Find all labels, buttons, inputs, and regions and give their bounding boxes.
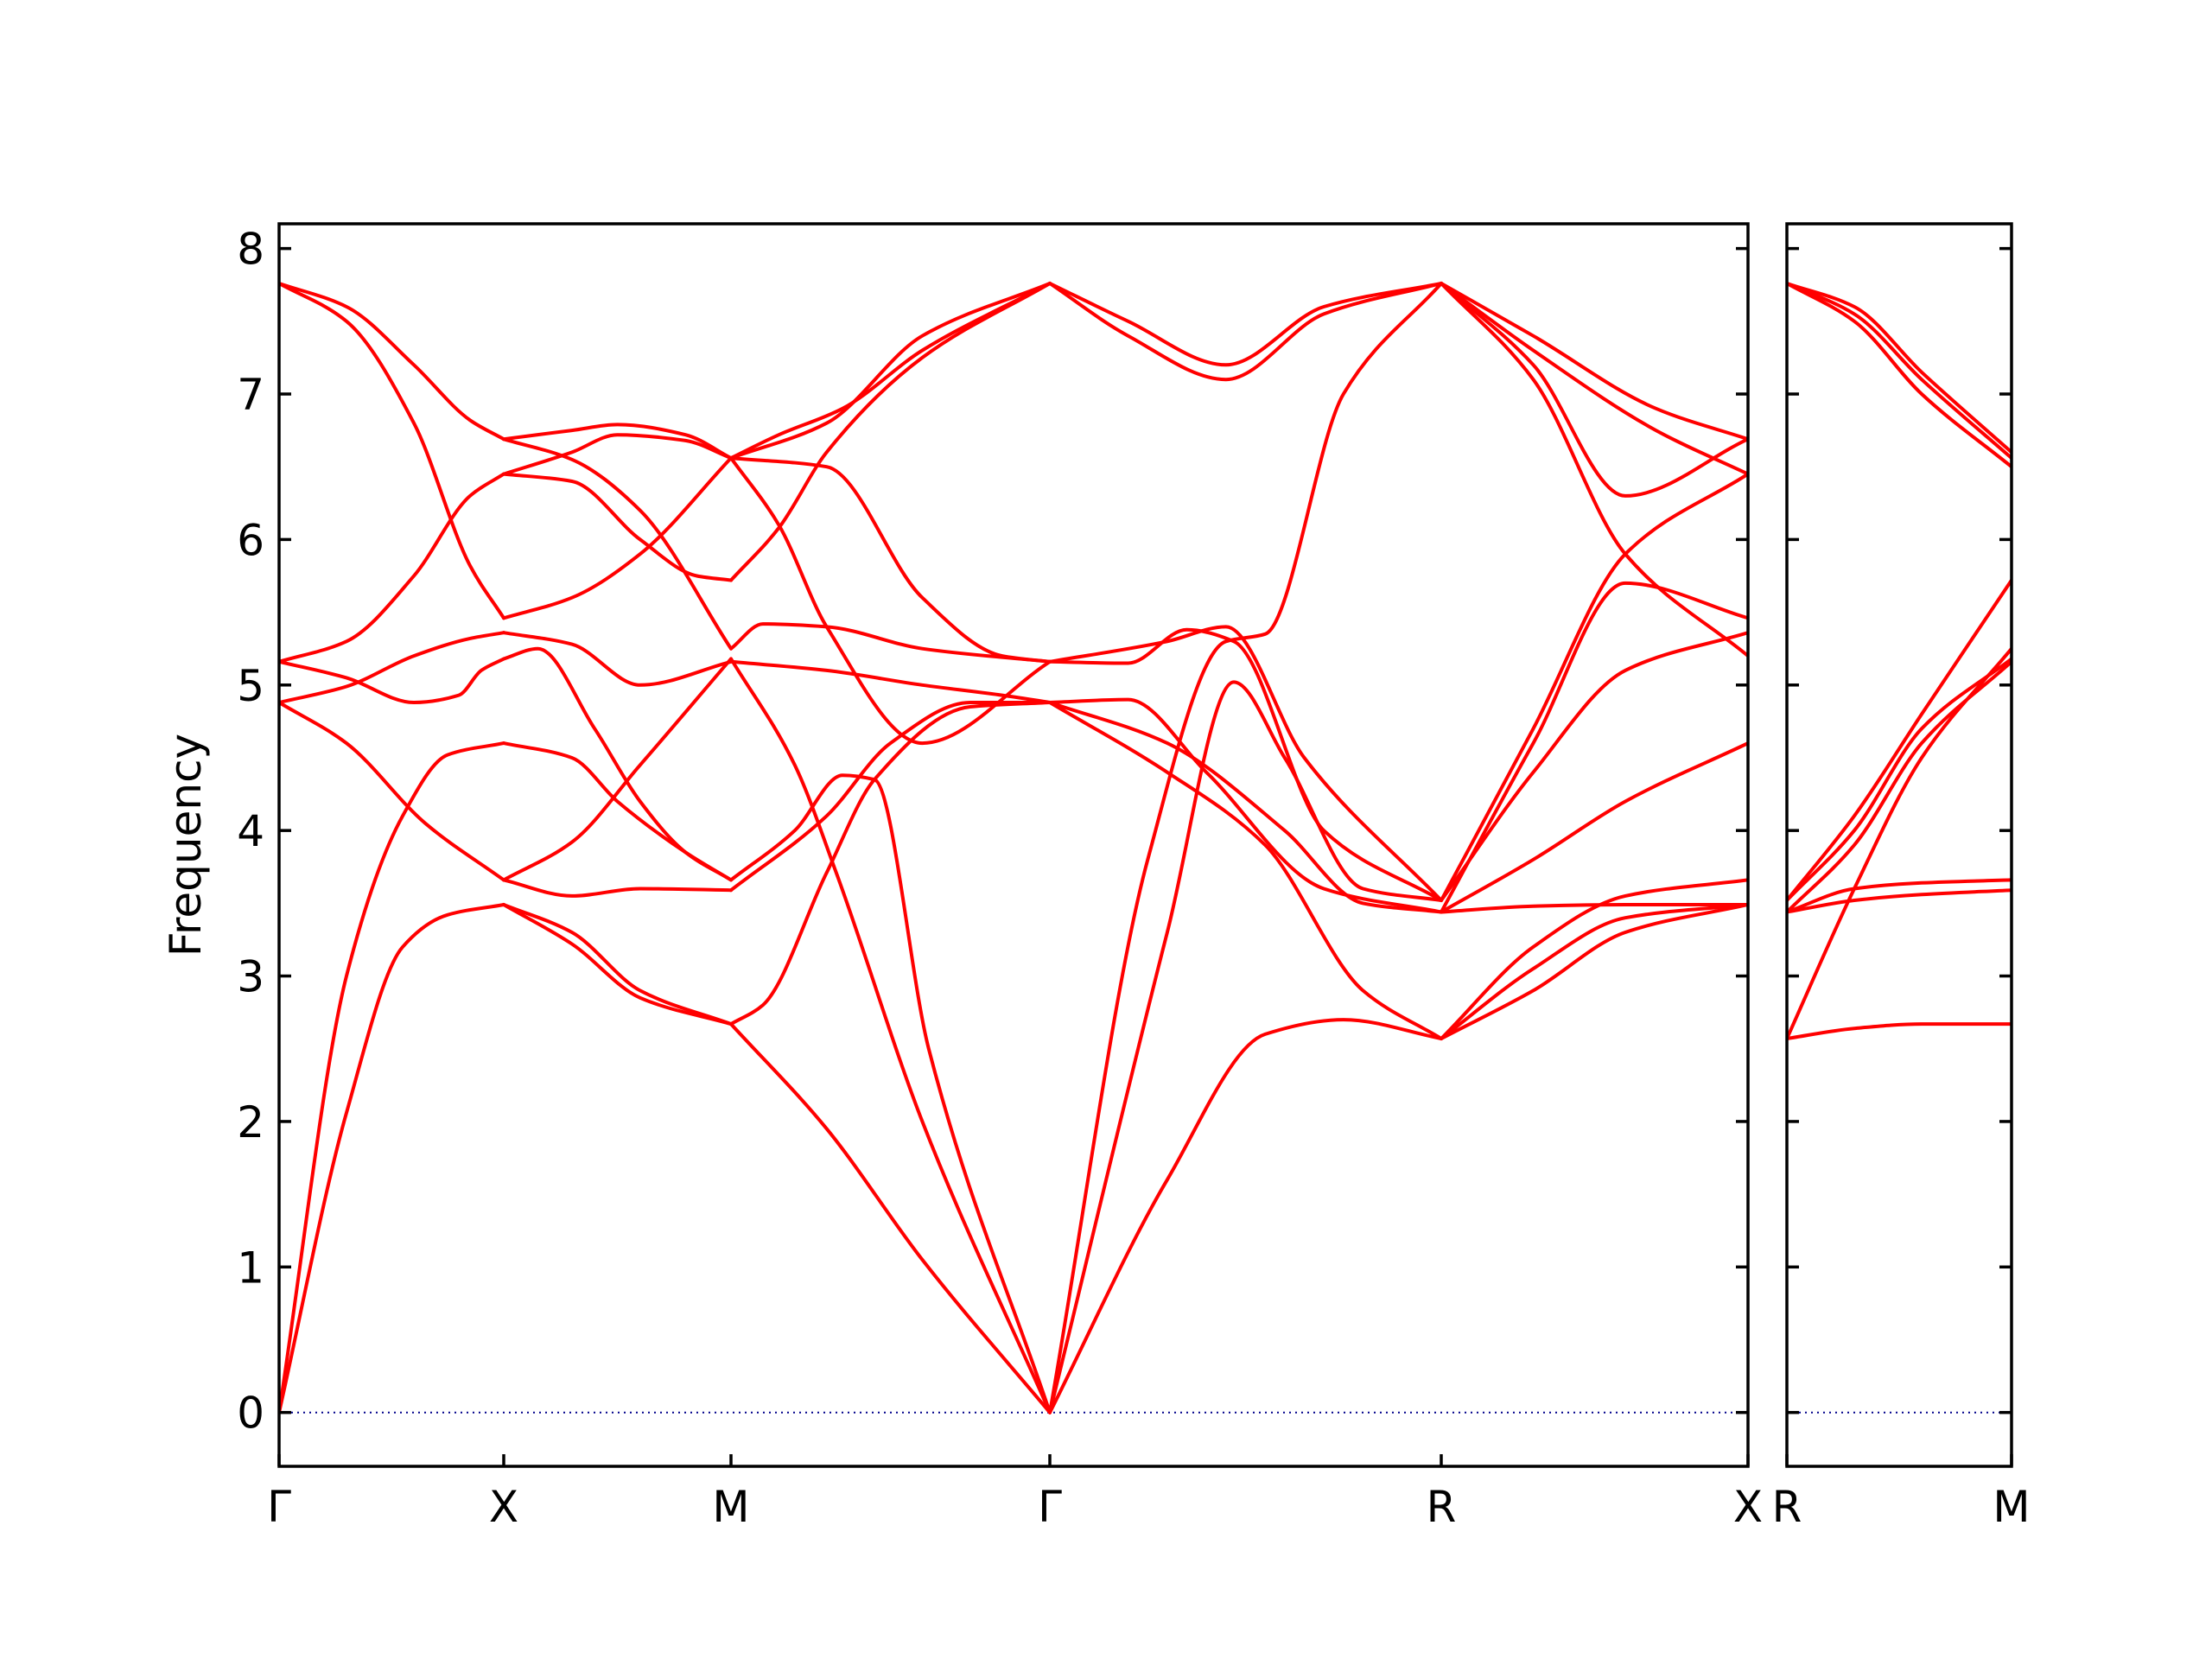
band-line-1-5-1 [1440, 903, 1748, 1040]
right-panel-frame [1785, 222, 2013, 1468]
y-tick-label: 0 [237, 1389, 264, 1439]
band-line-1-5-12 [1440, 282, 1748, 658]
main-panel-plot-area [279, 282, 1748, 1414]
band-line-1-1-7 [279, 282, 505, 620]
band-line-2-1-8 [1787, 282, 2012, 469]
band-line-1-4-5 [1048, 701, 1443, 914]
band-line-1-3-7 [729, 622, 1052, 664]
band-line-1-1-2 [279, 741, 505, 1414]
band-line-1-3-4 [729, 773, 1052, 1414]
x-tick-label: Γ [267, 1482, 291, 1532]
band-line-2-1-10 [1787, 282, 2012, 454]
y-tick-label: 3 [237, 952, 264, 1002]
band-line-1-4-2 [1048, 680, 1443, 1414]
band-line-1-5-10 [1440, 282, 1748, 442]
band-line-1-5-2 [1440, 903, 1748, 1040]
band-line-1-2-7 [502, 631, 733, 687]
band-line-1-4-1 [1048, 1018, 1443, 1414]
x-tick-label: R [1772, 1482, 1802, 1532]
band-line-1-2-2 [502, 903, 733, 1027]
band-line-1-2-6 [502, 646, 733, 882]
band-line-1-3-8 [729, 282, 1052, 582]
band-line-1-4-6 [1048, 697, 1443, 914]
band-line-1-1-8 [279, 282, 505, 442]
band-line-1-5-6 [1440, 631, 1748, 902]
band-line-1-3-11 [729, 282, 1052, 461]
band-line-1-3-1 [729, 1022, 1052, 1414]
band-line-1-3-5 [729, 700, 1052, 893]
band-line-1-1-5 [279, 657, 505, 704]
x-tick-label: M [712, 1482, 749, 1532]
band-line-1-5-9 [1440, 282, 1748, 498]
band-line-1-3-9 [729, 456, 1052, 746]
y-tick-label: 1 [237, 1243, 264, 1293]
y-tick-label: 8 [237, 225, 264, 275]
band-line-1-2-3 [502, 657, 733, 882]
band-line-2-1-4 [1787, 878, 2012, 914]
band-line-1-3-2 [729, 701, 1052, 1027]
band-line-1-5-7 [1440, 472, 1748, 902]
band-line-1-3-3 [729, 657, 1052, 1414]
band-line-1-4-3 [1048, 282, 1443, 1414]
band-line-1-1-4 [279, 631, 505, 704]
band-line-2-1-5 [1787, 659, 2012, 914]
band-line-1-5-8 [1440, 581, 1748, 914]
band-line-1-2-1 [502, 903, 733, 1027]
band-line-1-1-1 [279, 903, 505, 1414]
band-line-1-4-7 [1048, 625, 1443, 902]
y-tick-label: 2 [237, 1097, 264, 1147]
y-axis-label: Frequency [161, 734, 211, 957]
y-tick-label: 4 [237, 806, 264, 856]
y-tick-label: 7 [237, 370, 264, 420]
band-line-2-1-7 [1787, 578, 2012, 902]
band-line-2-1-9 [1787, 282, 2012, 461]
band-line-1-2-12 [502, 433, 733, 476]
band-line-1-5-4 [1440, 902, 1748, 914]
band-line-1-5-5 [1440, 741, 1748, 914]
band-line-1-3-12 [729, 456, 1052, 664]
band-line-1-3-10 [729, 282, 1052, 461]
band-line-1-2-8 [502, 456, 733, 620]
x-tick-label: R [1427, 1482, 1457, 1532]
y-tick-label: 6 [237, 515, 264, 565]
band-line-2-1-1 [1787, 1022, 2012, 1040]
band-line-1-4-4 [1048, 701, 1443, 1040]
band-line-1-5-3 [1440, 878, 1748, 1040]
band-line-1-2-4 [502, 878, 733, 898]
y-tick-label: 5 [237, 661, 264, 711]
band-line-1-5-11 [1440, 282, 1748, 476]
band-line-1-2-10 [502, 423, 733, 461]
axis-ticks [277, 246, 2013, 1466]
x-tick-label: M [1993, 1482, 2030, 1532]
band-line-1-1-3 [279, 701, 505, 882]
band-line-1-1-6 [279, 472, 505, 664]
band-line-1-2-9 [502, 472, 733, 582]
band-line-2-1-6 [1787, 657, 2012, 902]
band-line-1-4-8 [1048, 627, 1443, 902]
band-line-1-4-10 [1048, 282, 1443, 367]
band-line-1-2-11 [502, 437, 733, 651]
x-tick-label: X [1733, 1482, 1763, 1532]
right-panel-plot-area [1787, 282, 2012, 1414]
band-line-2-1-3 [1787, 888, 2012, 914]
main-panel-frame [277, 222, 1750, 1468]
band-line-1-4-9 [1048, 282, 1443, 382]
x-tick-label: X [489, 1482, 518, 1532]
x-tick-label: Γ [1038, 1482, 1062, 1532]
